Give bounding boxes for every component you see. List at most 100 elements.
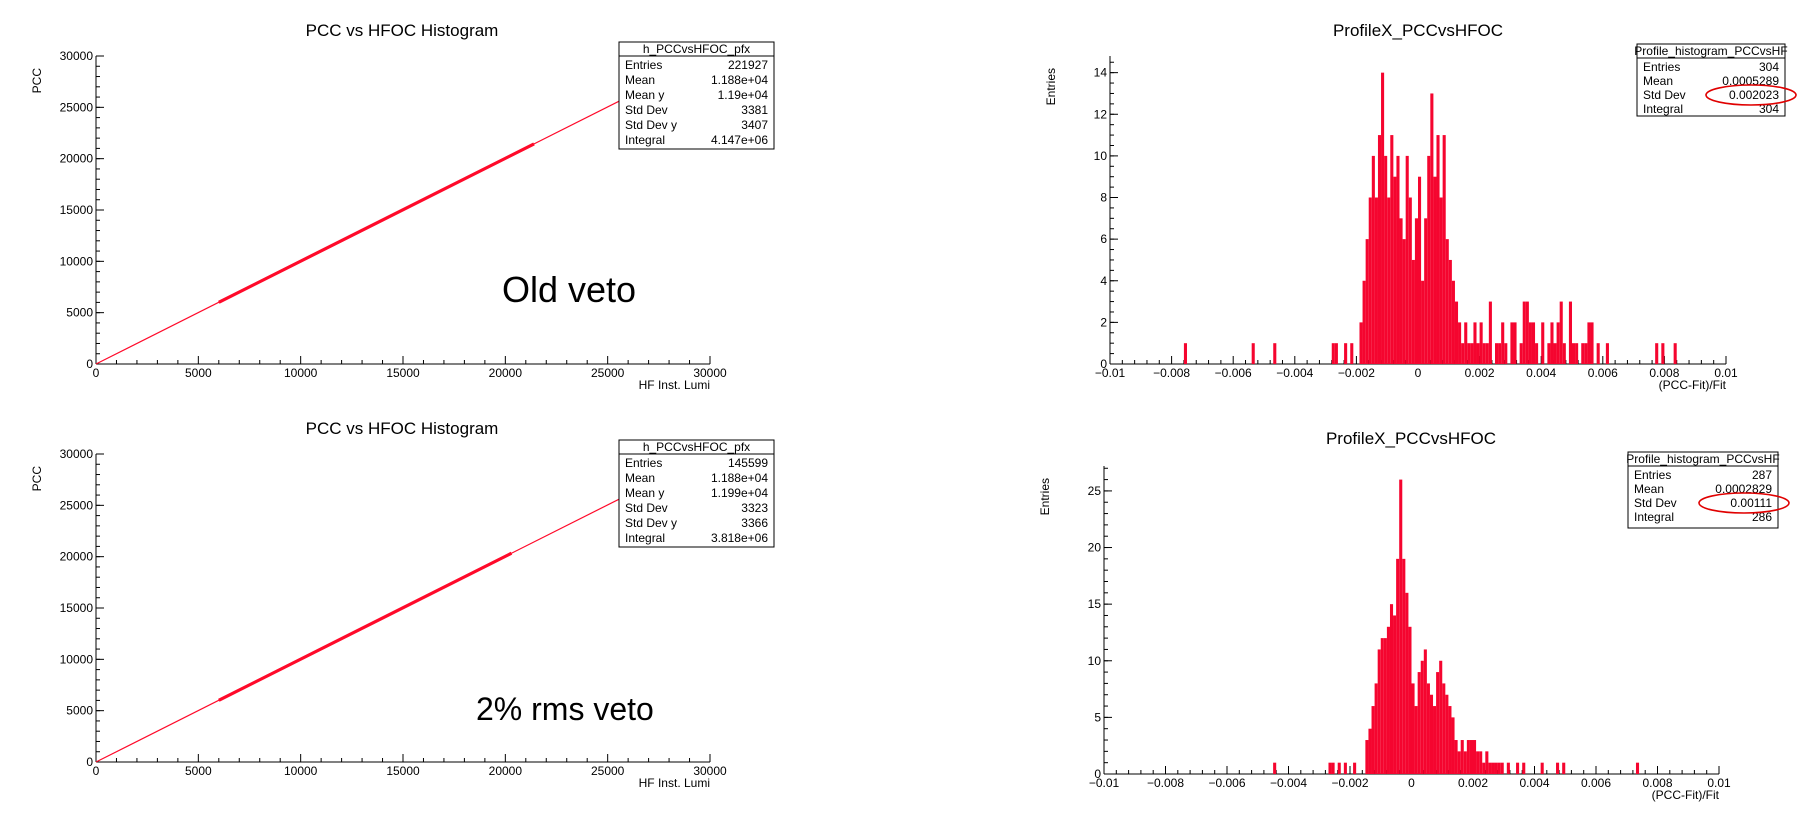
histogram-bin [1466,740,1470,774]
histogram-bin [1384,155,1388,364]
stats-key: Mean [1634,482,1664,496]
stats-value: 0.002023 [1729,88,1779,102]
stats-value: 304 [1759,60,1779,74]
histogram-bin [1457,751,1461,774]
histogram-bin [1501,322,1505,364]
stats-key: Integral [1634,510,1674,524]
histogram-bin [1479,751,1483,774]
x-tick-label: −0.01 [1095,366,1126,380]
histogram-old-veto: ProfileX_PCCvsHFOC −0.01 −0.008 −0.006 −0.00… [1044,21,1797,392]
scatter-plot-old-veto: PCC vs HFOC Histogram 0 5000 10000 15000 2000… [30,21,775,392]
histogram-bin [1427,155,1431,364]
x-tick-label: −0.008 [1153,366,1190,380]
stats-value: 3323 [741,501,768,515]
y-tick-label: 2 [1100,315,1107,329]
y-tick-label: 8 [1100,191,1107,205]
x-tick-label: 5000 [185,366,212,380]
histogram-bin [1436,672,1440,774]
profile-points [218,142,535,304]
y-tick-label: 5000 [66,306,93,320]
x-tick-label: 15000 [386,366,420,380]
histogram-bin [1547,343,1551,364]
histogram-bin [1584,343,1588,364]
histogram-bin [1460,740,1464,774]
histogram-bin [1494,762,1498,774]
histogram-bin [1553,343,1557,364]
histogram-bin [1661,343,1665,364]
x-tick-label: 0 [1408,776,1415,790]
histogram-bin [1516,762,1520,774]
stats-value: 304 [1759,102,1779,116]
y-tick-label: 30000 [60,447,94,461]
histogram-bin [1556,762,1560,774]
histogram-bin [1673,343,1677,364]
stats-value: 0.0005289 [1722,74,1779,88]
histogram-bin [1540,762,1544,774]
histogram-bin [1377,135,1382,364]
highlight-circle [1705,84,1797,106]
histogram-bin [1572,343,1576,364]
stats-key: Std Dev [1634,496,1677,510]
stats-key: Mean y [625,88,664,102]
stats-value: 0.0002829 [1715,482,1772,496]
stats-value: 1.188e+04 [711,73,768,87]
x-tick-label: 5000 [185,764,212,778]
scatter-plot-rms-veto: PCC vs HFOC Histogram 0 5000 10000 15000 2000… [30,419,775,790]
stats-key: Std Dev y [625,516,677,530]
histogram-bin [1485,751,1489,774]
y-tick-label: 6 [1100,232,1107,246]
histogram-bin [1414,218,1418,364]
y-axis-label: PCC [30,68,44,94]
stats-value: 1.19e+04 [718,88,769,102]
stats-key: Entries [625,456,662,470]
x-tick-label: 0.006 [1588,366,1618,380]
histogram-bin [1562,762,1566,774]
histogram-bin [1405,155,1409,364]
histogram-bin [1411,683,1415,774]
histogram-bin [1497,762,1501,774]
histogram-bin [1414,706,1418,774]
veto-annotation: 2% rms veto [476,691,654,727]
histogram-bin [1522,301,1526,364]
stats-key: Mean [625,471,655,485]
stats-name: h_PCCvsHFOC_pfx [643,440,750,454]
histogram-bin [1498,343,1502,364]
histogram-bin [1386,626,1390,774]
histogram-bin [1635,762,1640,774]
x-tick-label: −0.004 [1276,366,1313,380]
histogram-bin [1463,751,1467,774]
histogram-bin [1464,322,1468,364]
x-tick-label: −0.008 [1147,776,1184,790]
x-tick-label: 0.008 [1642,776,1672,790]
x-tick-label: 25000 [591,764,625,778]
x-axis-label: (PCC-Fit)/Fit [1659,378,1727,392]
histogram-bin [1421,280,1425,364]
histogram-bin [1556,322,1560,364]
histogram-bin [1362,280,1366,364]
x-tick-label: −0.006 [1208,776,1245,790]
histogram-bin [1482,343,1486,364]
histogram-bin [1575,343,1579,364]
y-tick-label: 15000 [60,601,94,615]
x-tick-label: 10000 [284,366,318,380]
histogram-bin [1473,740,1477,774]
stats-value: 4.147e+06 [711,133,768,147]
histogram-bin [1495,343,1499,364]
histogram-bin [1331,343,1335,364]
x-tick-label: 0 [1415,366,1422,380]
y-tick-label: 25000 [60,498,94,512]
histogram-bin [1334,343,1338,364]
histogram-bin [1273,762,1277,774]
y-tick-label: 0 [1100,357,1107,371]
histogram-bin [1273,343,1277,364]
histogram-bin [1368,728,1372,774]
histogram-bin [1596,343,1600,364]
histogram-bin [1562,343,1566,364]
stats-value: 0.00111 [1730,496,1772,510]
stats-value: 145599 [728,456,768,470]
histogram-bin [1439,197,1443,364]
histogram-bin [1458,322,1462,364]
y-tick-label: 0 [86,357,93,371]
x-tick-label: 0.002 [1458,776,1488,790]
x-tick-label: 20000 [489,764,523,778]
